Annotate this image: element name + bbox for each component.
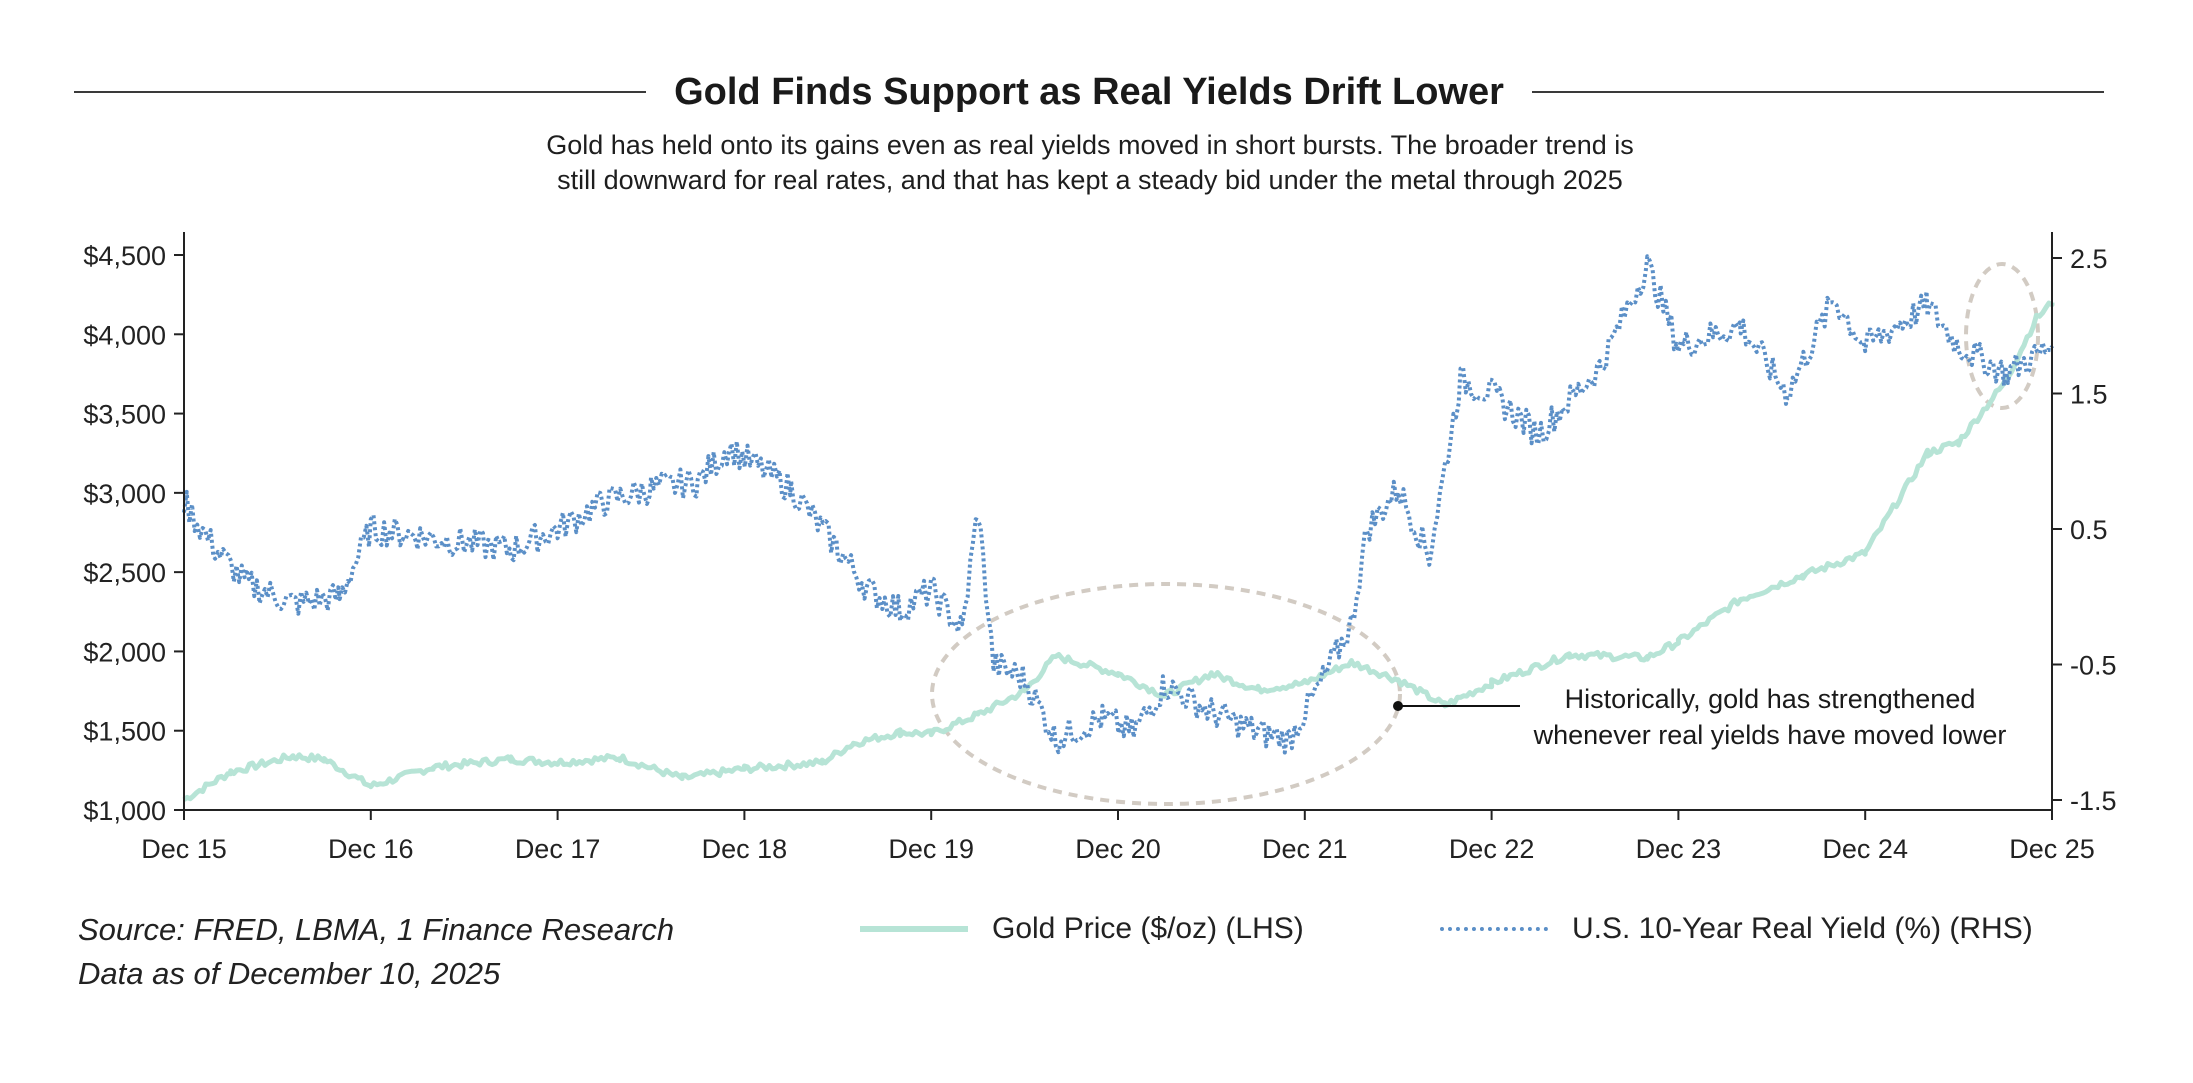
x-tick-label: Dec 17 xyxy=(515,834,601,864)
x-tick-label: Dec 25 xyxy=(2009,834,2095,864)
title-row: Gold Finds Support as Real Yields Drift … xyxy=(74,62,2105,122)
y-left-tick-label: $3,000 xyxy=(83,479,166,509)
annotation-ellipse-main xyxy=(930,582,1402,806)
chart-axes: Dec 15 Dec 16 Dec 17 Dec 18 Dec 19 Dec 20 Dec … xyxy=(83,232,2117,864)
annotation-callout: Historically, gold has strengthened when… xyxy=(1393,684,2006,750)
x-tick-label: Dec 16 xyxy=(328,834,414,864)
title-rule-left xyxy=(74,91,647,93)
source-line-2: Data as of December 10, 2025 xyxy=(78,956,501,991)
x-tick-label: Dec 20 xyxy=(1075,834,1161,864)
x-tick-label: Dec 15 xyxy=(141,834,227,864)
gold-price-series xyxy=(182,300,2055,802)
x-tick-label: Dec 23 xyxy=(1636,834,1722,864)
source-note: Source: FRED, LBMA, 1 Finance Research D… xyxy=(78,908,674,996)
gold-price-line xyxy=(182,300,2055,802)
annotation-pointer-dot xyxy=(1393,701,1403,711)
y-left-tick-label: $2,500 xyxy=(83,558,166,588)
chart-title: Gold Finds Support as Real Yields Drift … xyxy=(674,70,1504,113)
y-right-tick-label: 2.5 xyxy=(2070,244,2108,274)
real-yield-series xyxy=(182,254,2054,755)
x-tick-label: Dec 22 xyxy=(1449,834,1535,864)
annotation-ellipses xyxy=(930,262,2040,806)
annotation-text-line-2: whenever real yields have moved lower xyxy=(1533,720,2007,750)
subtitle-line-1: Gold has held onto its gains even as rea… xyxy=(546,130,1634,160)
y-left-tick-label: $3,500 xyxy=(83,400,166,430)
legend-label-yield: U.S. 10-Year Real Yield (%) (RHS) xyxy=(1572,912,2033,945)
x-tick-label: Dec 18 xyxy=(702,834,788,864)
y-left-tick-label: $4,000 xyxy=(83,320,166,350)
legend-item-yield: U.S. 10-Year Real Yield (%) (RHS) xyxy=(1440,912,2033,946)
y-right-tick-label: 0.5 xyxy=(2070,515,2108,545)
y-left-tick-label: $1,000 xyxy=(83,796,166,826)
real-yield-line xyxy=(182,254,2054,755)
y-left-tick-label: $2,000 xyxy=(83,637,166,667)
subtitle-line-2: still downward for real rates, and that … xyxy=(557,165,1623,195)
x-tick-label: Dec 19 xyxy=(888,834,974,864)
y-left-tick-label: $1,500 xyxy=(83,717,166,747)
legend-swatch-gold xyxy=(860,926,968,932)
source-line-1: Source: FRED, LBMA, 1 Finance Research xyxy=(78,912,675,947)
y-right-tick-label: 1.5 xyxy=(2070,380,2108,410)
legend-item-gold: Gold Price ($/oz) (LHS) xyxy=(860,912,1304,946)
title-rule-right xyxy=(1531,91,2105,93)
x-tick-label: Dec 24 xyxy=(1822,834,1908,864)
y-right-tick-label: -1.5 xyxy=(2070,786,2117,816)
annotation-text-line-1: Historically, gold has strengthened xyxy=(1565,684,1976,714)
y-left-tick-label: $4,500 xyxy=(83,241,166,271)
legend-label-gold: Gold Price ($/oz) (LHS) xyxy=(992,912,1304,945)
x-tick-label: Dec 21 xyxy=(1262,834,1348,864)
y-right-tick-label: -0.5 xyxy=(2070,651,2117,681)
annotation-ellipse-recent xyxy=(1964,262,2040,410)
chart-subtitle: Gold has held onto its gains even as rea… xyxy=(300,128,1880,198)
legend-swatch-yield xyxy=(1440,927,1548,931)
